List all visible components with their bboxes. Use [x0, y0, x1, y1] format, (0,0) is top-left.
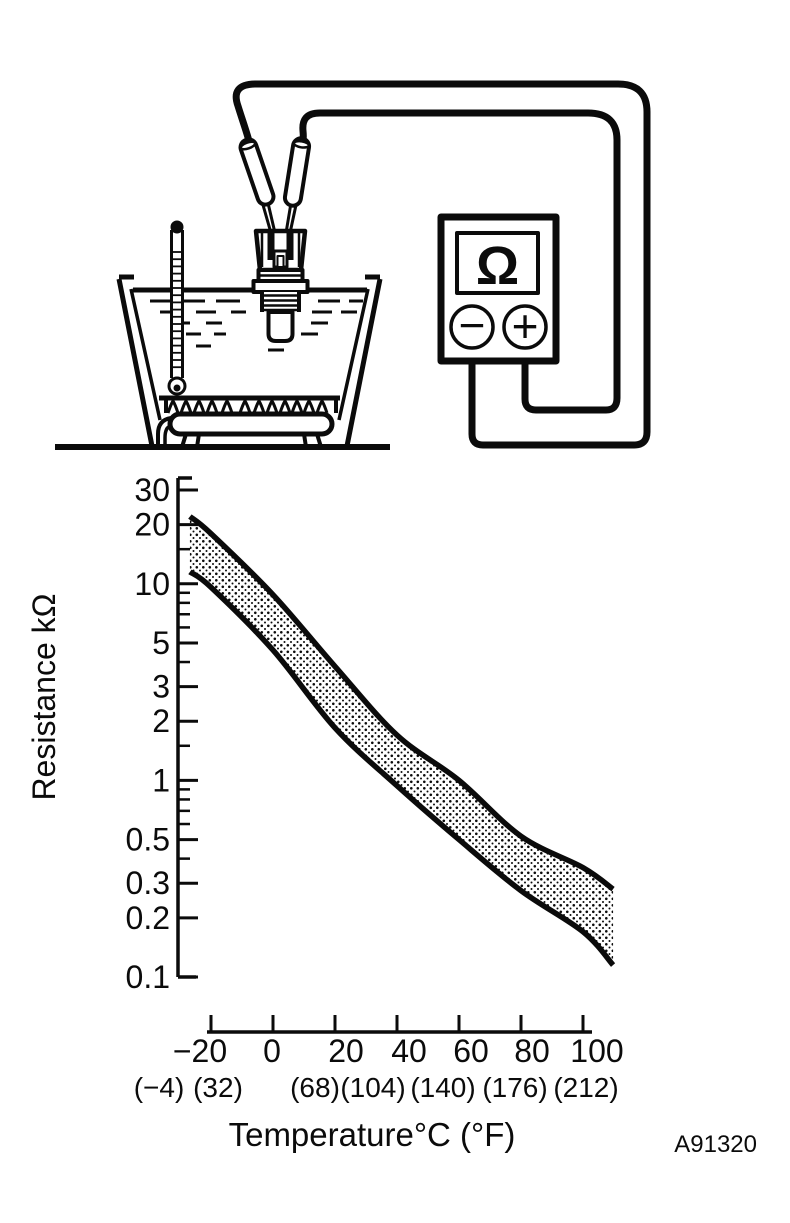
gas-pipe [156, 416, 172, 446]
test-probe-right [282, 136, 312, 208]
burner-tube [167, 411, 335, 437]
x-tick-label-fahrenheit: (212) [553, 1072, 618, 1103]
apparatus-diagram [55, 80, 651, 450]
test-lead-wire-outer [232, 80, 651, 449]
y-tick-label: 2 [152, 703, 170, 739]
x-tick-label-celsius: 20 [328, 1033, 364, 1069]
flame-icon [166, 399, 180, 414]
flame-icon [278, 399, 292, 414]
y-tick-label: 5 [152, 625, 170, 661]
water-bath-pot [116, 274, 383, 447]
flame-icon [302, 399, 316, 414]
x-tick-label-celsius: −20 [173, 1033, 227, 1069]
chart-band [188, 514, 616, 967]
y-axis-title: Resistance kΩ [26, 593, 62, 800]
flame-icon [179, 399, 193, 414]
y-tick-label: 30 [134, 472, 170, 508]
y-axis [176, 476, 198, 979]
x-tick-labels-fahrenheit: (−4) (32) (68) (104) (140) (176) (212) [134, 1072, 619, 1103]
x-tick-label-celsius: 80 [514, 1033, 550, 1069]
y-tick-label: 0.3 [126, 865, 170, 901]
sensor-hex-nut [251, 279, 310, 294]
x-tick-label-fahrenheit: (140) [410, 1072, 475, 1103]
test-probe-left [238, 137, 276, 207]
x-axis [207, 1015, 592, 1034]
y-tick-label: 1 [152, 762, 170, 798]
y-tick-label: 3 [152, 669, 170, 705]
x-tick-label-fahrenheit: (−4) [134, 1072, 185, 1103]
temperature-sensor [251, 228, 310, 343]
burner-flames [166, 399, 329, 414]
band-upper-curve [188, 514, 615, 892]
probe-tips [261, 202, 298, 234]
ohmmeter [437, 213, 560, 365]
ohmmeter-display [455, 231, 540, 295]
thermometer [167, 220, 187, 396]
minus-terminal-label: − [459, 299, 486, 351]
negative-terminal [449, 304, 495, 350]
x-tick-label-fahrenheit: (176) [482, 1072, 547, 1103]
plus-terminal-label: + [512, 300, 539, 352]
flame-icon [252, 399, 266, 414]
x-tick-label-fahrenheit: (68) [290, 1072, 340, 1103]
ohm-symbol: Ω [476, 236, 519, 296]
burner-legs [180, 433, 323, 448]
x-tick-labels-celsius: −20 0 20 40 60 80 100 [173, 1033, 624, 1069]
y-tick-label: 20 [134, 507, 170, 543]
x-axis-title: Temperature°C (°F) [229, 1116, 516, 1153]
x-tick-label-celsius: 100 [570, 1033, 623, 1069]
x-tick-label-celsius: 0 [263, 1033, 281, 1069]
flame-icon [238, 399, 252, 414]
x-tick-label-celsius: 60 [453, 1033, 489, 1069]
y-tick-label: 0.1 [126, 959, 170, 995]
flame-icon [220, 399, 234, 414]
sensor-tip [266, 310, 295, 343]
flame-icon [205, 399, 219, 414]
burner [156, 398, 338, 448]
figure-code: A91320 [674, 1131, 757, 1158]
thermometer-scale [172, 251, 182, 369]
x-tick-label-fahrenheit: (104) [340, 1072, 405, 1103]
thermometer-top-bulb [170, 220, 184, 234]
y-tick-label: 0.2 [126, 900, 170, 936]
flame-icon [290, 399, 304, 414]
flame-icon [192, 399, 206, 414]
y-tick-label: 0.5 [126, 822, 170, 858]
y-tick-label: 10 [134, 566, 170, 602]
x-axis-ticks [209, 1015, 585, 1032]
y-axis-ticks [178, 488, 198, 979]
sensor-threads [260, 292, 301, 312]
x-tick-label-celsius: 40 [391, 1033, 427, 1069]
test-lead-wire-inner [299, 109, 621, 414]
flame-icon [265, 399, 279, 414]
flame-icon [315, 399, 329, 414]
band-lower-curve [188, 569, 616, 967]
x-tick-label-fahrenheit: (32) [193, 1072, 243, 1103]
positive-terminal [502, 304, 548, 350]
